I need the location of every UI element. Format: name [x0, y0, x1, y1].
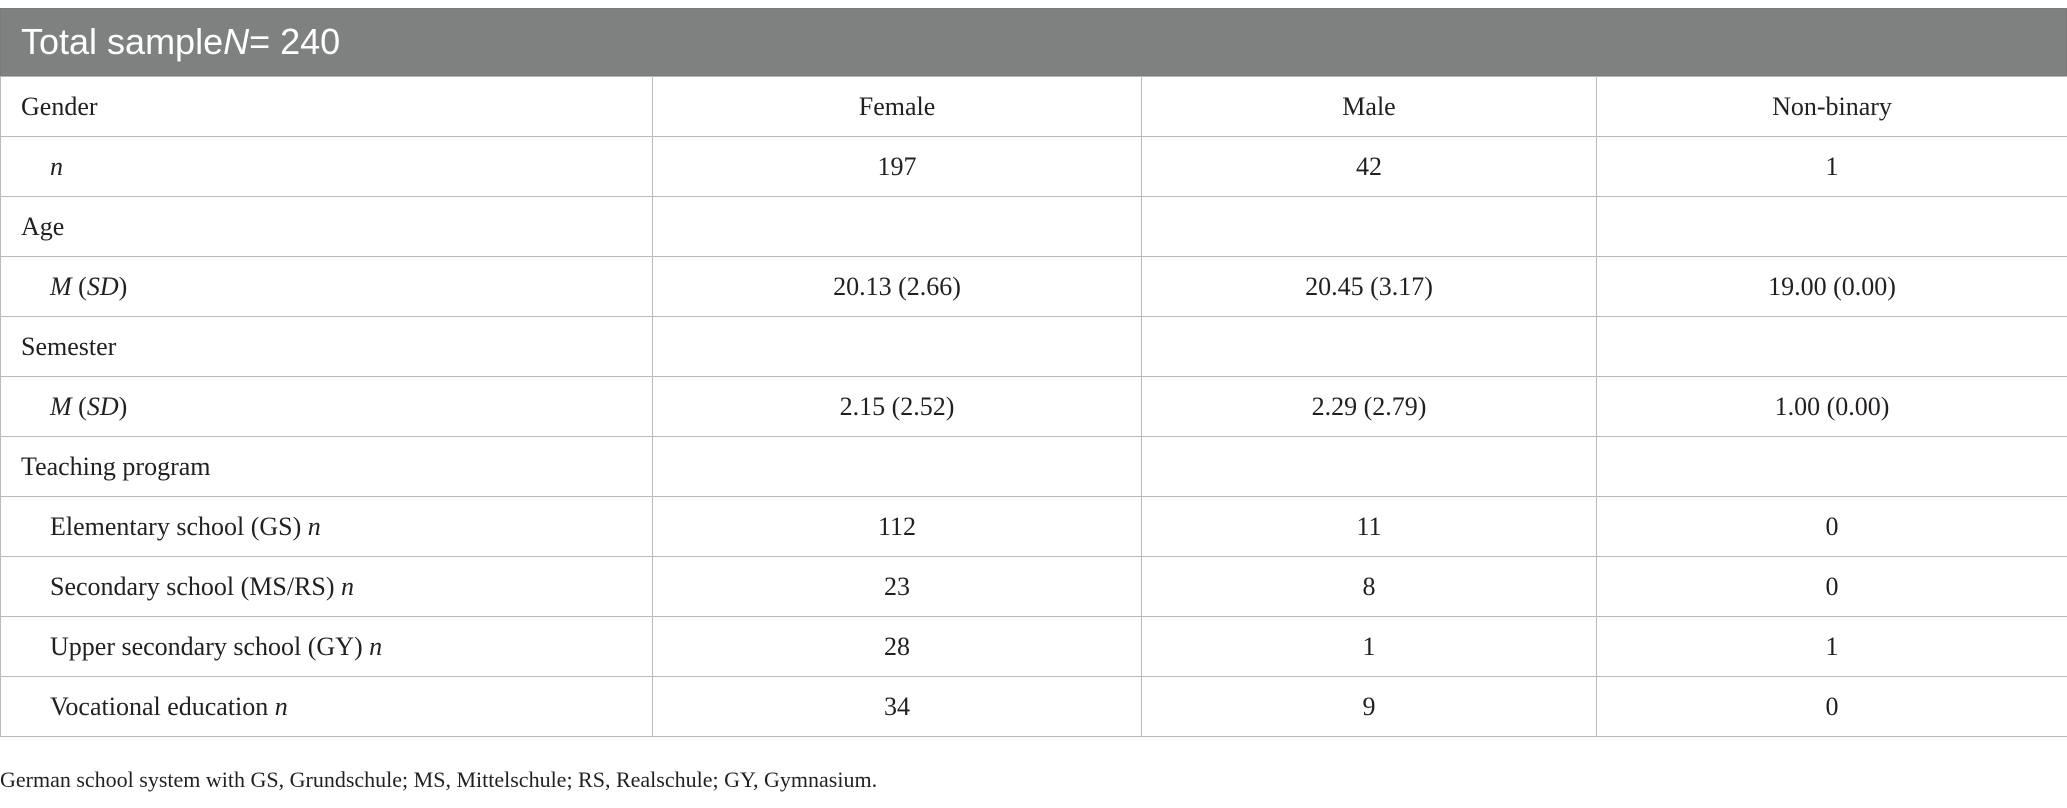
- program-name: Secondary school (MS/RS): [50, 571, 342, 601]
- cell-male: 8: [1141, 556, 1597, 617]
- row-label-teaching-program: Teaching program: [0, 436, 653, 497]
- cell-nonbinary: 0: [1596, 496, 2067, 557]
- cell-male: [1141, 196, 1597, 257]
- header-n-symbol: N: [223, 21, 250, 62]
- table-row: Secondary school (MS/RS) n 23 8 0: [0, 556, 2067, 617]
- program-name: Elementary school (GS): [50, 511, 308, 541]
- cell-male: 42: [1141, 136, 1597, 197]
- cell-nonbinary: 0: [1596, 556, 2067, 617]
- cell-male: 11: [1141, 496, 1597, 557]
- row-label-gender-n: n: [0, 136, 653, 197]
- row-label-semester-msd: M (SD): [0, 376, 653, 437]
- cell-nonbinary: 0: [1596, 676, 2067, 737]
- column-header-female: Female: [652, 76, 1142, 137]
- cell-nonbinary: [1596, 316, 2067, 377]
- table-row: M (SD) 20.13 (2.66) 20.45 (3.17) 19.00 (…: [0, 256, 2067, 317]
- table-row: Teaching program: [0, 436, 2067, 497]
- column-header-male: Male: [1141, 76, 1597, 137]
- m-symbol: M: [50, 271, 72, 301]
- n-symbol: n: [307, 511, 321, 541]
- cell-female: [652, 436, 1142, 497]
- cell-nonbinary: 1: [1596, 136, 2067, 197]
- row-label-age-msd: M (SD): [0, 256, 653, 317]
- program-name: Vocational education: [50, 691, 275, 721]
- row-label-age: Age: [0, 196, 653, 257]
- cell-female: 197: [652, 136, 1142, 197]
- row-label-vocational: Vocational education n: [0, 676, 653, 737]
- cell-female: 23: [652, 556, 1142, 617]
- table-footnote: German school system with GS, Grundschul…: [0, 767, 878, 792]
- column-header-nonbinary: Non-binary: [1596, 76, 2067, 137]
- paren-open: (: [71, 271, 87, 301]
- paren-open: (: [71, 391, 87, 421]
- cell-female: 28: [652, 616, 1142, 677]
- cell-female: 2.15 (2.52): [652, 376, 1142, 437]
- table-row: n 197 42 1: [0, 136, 2067, 197]
- n-symbol: n: [341, 571, 355, 601]
- table-row: Upper secondary school (GY) n 28 1 1: [0, 616, 2067, 677]
- cell-female: 34: [652, 676, 1142, 737]
- cell-female: [652, 316, 1142, 377]
- column-header-gender: Gender: [0, 76, 653, 137]
- m-symbol: M: [50, 391, 72, 421]
- table-header-bar: Total sample N = 240: [0, 8, 2067, 76]
- data-table: Gender Female Male Non-binary n 197 42 1…: [0, 76, 2067, 737]
- table-row: Elementary school (GS) n 112 11 0: [0, 496, 2067, 557]
- n-symbol: n: [274, 691, 288, 721]
- cell-female: 20.13 (2.66): [652, 256, 1142, 317]
- header-prefix: Total sample: [21, 21, 224, 62]
- row-label-secondary: Secondary school (MS/RS) n: [0, 556, 653, 617]
- table-row: Age: [0, 196, 2067, 257]
- demographics-table: Total sample N = 240 Gender Female Male …: [0, 8, 2067, 737]
- paren-close: ): [118, 391, 128, 421]
- cell-male: 20.45 (3.17): [1141, 256, 1597, 317]
- cell-male: 2.29 (2.79): [1141, 376, 1597, 437]
- n-symbol: n: [369, 631, 383, 661]
- column-header-row: Gender Female Male Non-binary: [0, 76, 2067, 137]
- table-row: M (SD) 2.15 (2.52) 2.29 (2.79) 1.00 (0.0…: [0, 376, 2067, 437]
- cell-nonbinary: 19.00 (0.00): [1596, 256, 2067, 317]
- cell-nonbinary: 1.00 (0.00): [1596, 376, 2067, 437]
- cell-male: 1: [1141, 616, 1597, 677]
- table-row: Vocational education n 34 9 0: [0, 676, 2067, 737]
- paren-close: ): [118, 271, 128, 301]
- cell-male: [1141, 436, 1597, 497]
- row-label-upper-secondary: Upper secondary school (GY) n: [0, 616, 653, 677]
- row-label-elementary: Elementary school (GS) n: [0, 496, 653, 557]
- header-suffix: = 240: [249, 21, 341, 62]
- cell-nonbinary: [1596, 196, 2067, 257]
- sd-symbol: SD: [86, 271, 119, 301]
- cell-male: 9: [1141, 676, 1597, 737]
- program-name: Upper secondary school (GY): [50, 631, 370, 661]
- sd-symbol: SD: [86, 391, 119, 421]
- row-label-semester: Semester: [0, 316, 653, 377]
- cell-female: 112: [652, 496, 1142, 557]
- cell-male: [1141, 316, 1597, 377]
- cell-female: [652, 196, 1142, 257]
- table-row: Semester: [0, 316, 2067, 377]
- cell-nonbinary: [1596, 436, 2067, 497]
- cell-nonbinary: 1: [1596, 616, 2067, 677]
